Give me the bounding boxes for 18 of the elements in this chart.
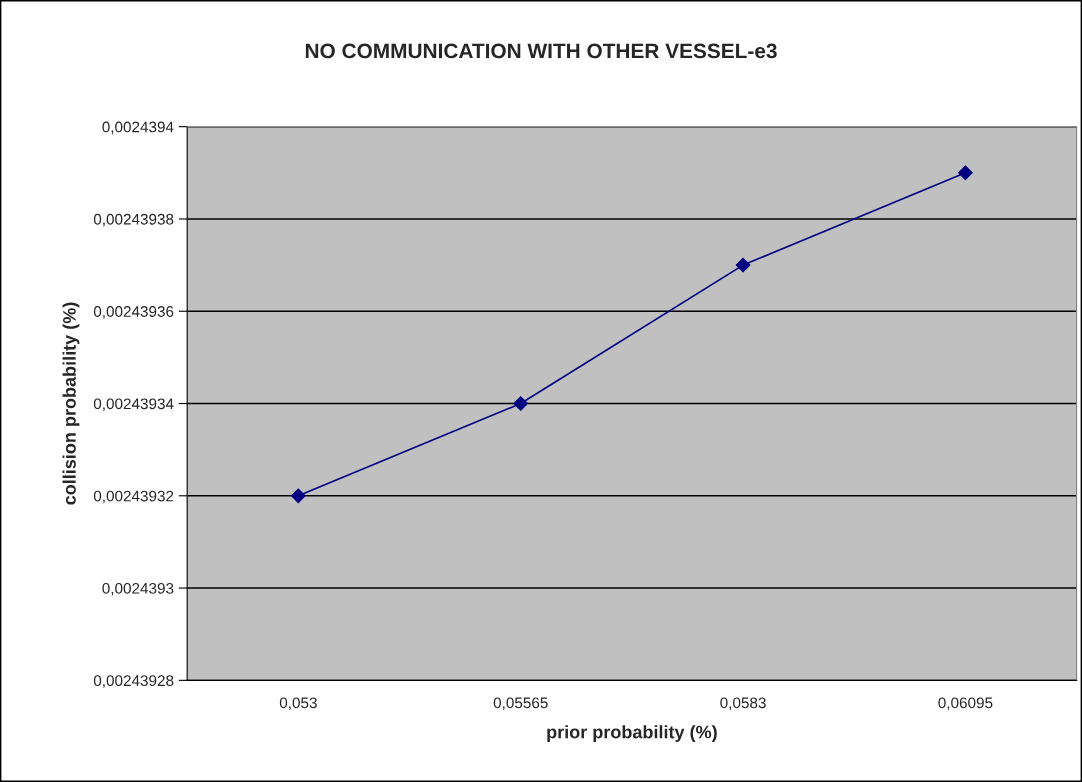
y-tick-label: 0,00243934 — [93, 398, 174, 411]
point — [513, 396, 529, 411]
x-tick-label: 0,0583 — [720, 697, 766, 711]
y-tick-label: 0,00243938 — [93, 213, 174, 227]
y-tick-label: 0,00243936 — [93, 306, 174, 319]
y-tick-label: 0,00243932 — [93, 490, 174, 504]
y-tick-label: 0,0024394 — [102, 121, 174, 135]
x-tick-label: 0,05565 — [493, 697, 548, 711]
y-axis-title: collision probability (%) — [62, 302, 80, 505]
point — [290, 488, 306, 504]
point — [735, 257, 751, 273]
x-tick-label: 0,053 — [279, 697, 317, 711]
y-tick-label: 0,0024393 — [102, 582, 174, 596]
point — [958, 165, 973, 181]
x-tick-label: 0,06095 — [938, 697, 993, 711]
y-tick-label: 0,00243928 — [93, 675, 174, 688]
chart-title: NO COMMUNICATION WITH OTHER VESSEL-e3 — [305, 43, 777, 59]
x-axis-title: prior probability (%) — [547, 725, 717, 742]
